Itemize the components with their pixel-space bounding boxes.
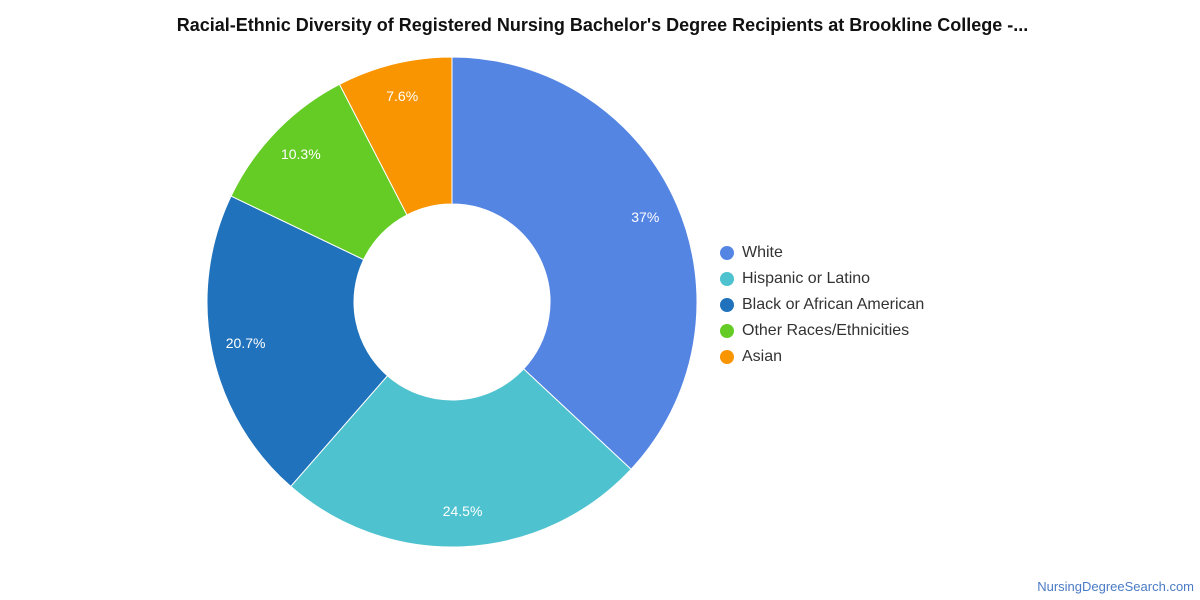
- legend-swatch: [720, 246, 734, 260]
- legend-item-hispanic-or-latino[interactable]: Hispanic or Latino: [720, 266, 924, 292]
- legend-item-other-races-ethnicities[interactable]: Other Races/Ethnicities: [720, 318, 924, 344]
- donut-slice-asian[interactable]: [338, 56, 453, 216]
- legend-item-black-or-african-american[interactable]: Black or African American: [720, 292, 924, 318]
- slice-value-label: 20.7%: [226, 335, 266, 351]
- legend-swatch: [720, 272, 734, 286]
- donut-slice-other-races-ethnicities[interactable]: [230, 83, 408, 261]
- legend-item-white[interactable]: White: [720, 240, 924, 266]
- legend-swatch: [720, 298, 734, 312]
- donut-slice-white[interactable]: [451, 56, 698, 471]
- chart-title: Racial-Ethnic Diversity of Registered Nu…: [176, 15, 1029, 35]
- source-link[interactable]: NursingDegreeSearch.com: [1037, 579, 1194, 594]
- slice-value-label: 37%: [631, 209, 659, 225]
- legend-swatch: [720, 324, 734, 338]
- donut-slice-hispanic-or-latino[interactable]: [289, 368, 632, 548]
- legend: White Hispanic or Latino Black or Africa…: [720, 240, 924, 370]
- legend-item-asian[interactable]: Asian: [720, 344, 924, 370]
- legend-swatch: [720, 350, 734, 364]
- slice-value-label: 7.6%: [386, 88, 418, 104]
- legend-label: White: [742, 244, 783, 261]
- legend-label: Asian: [742, 348, 783, 365]
- legend-label: Black or African American: [742, 296, 925, 313]
- legend-label: Other Races/Ethnicities: [742, 322, 910, 339]
- donut-slice-black-or-african-american[interactable]: [206, 195, 389, 488]
- slice-value-label: 24.5%: [443, 503, 483, 519]
- legend-label: Hispanic or Latino: [742, 270, 871, 287]
- slice-value-label: 10.3%: [281, 146, 321, 162]
